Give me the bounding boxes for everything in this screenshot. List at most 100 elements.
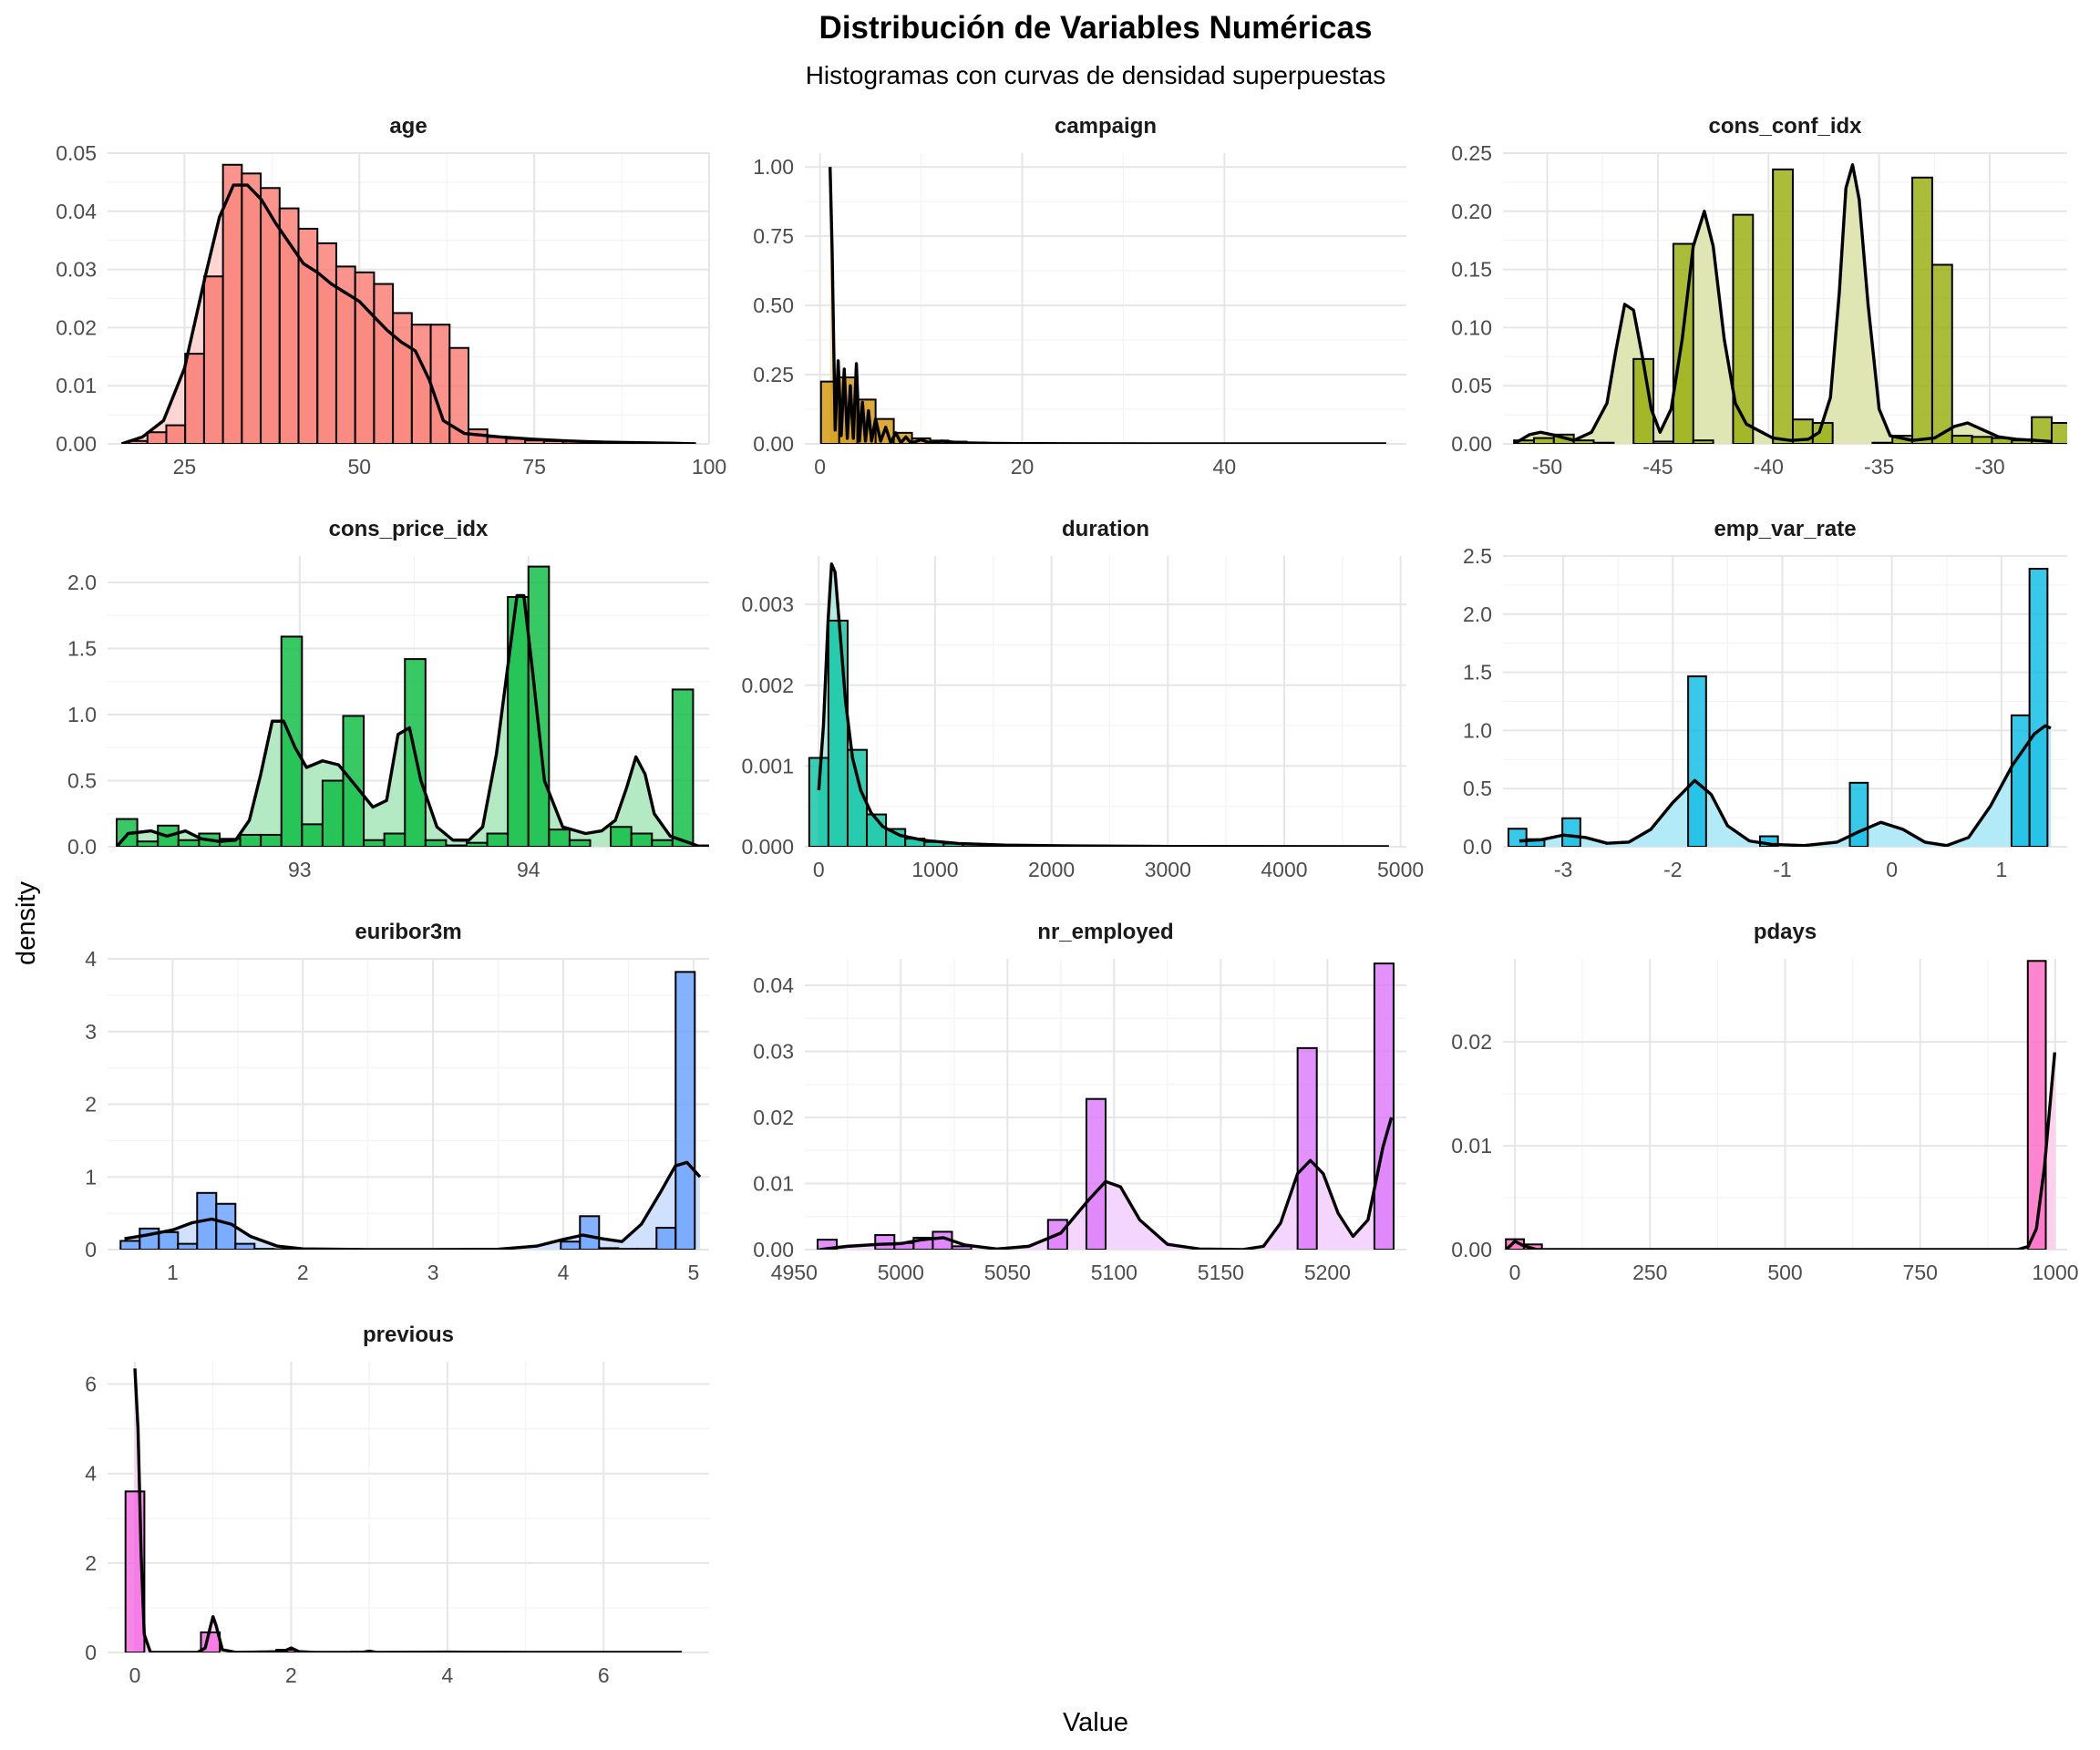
- histogram-bar: [1572, 439, 1595, 444]
- x-tick-label: 5150: [1198, 1261, 1244, 1284]
- histogram-bar: [465, 841, 489, 847]
- histogram-bar: [424, 839, 448, 847]
- y-tick-label: 0.02: [56, 315, 97, 339]
- histogram-bar: [202, 275, 224, 444]
- grid-emp-var-rate: [1503, 555, 2067, 848]
- y-tick-label: 0.15: [1451, 258, 1492, 282]
- x-tick-label: 5000: [1377, 858, 1424, 881]
- y-tick-label: 0.0: [1463, 835, 1492, 859]
- grid-duration: [805, 556, 1406, 848]
- x-tick-label: 94: [517, 858, 540, 881]
- y-tick-label: 1.5: [67, 637, 97, 661]
- histogram-bar: [2010, 714, 2031, 847]
- histogram-bar: [817, 1239, 839, 1250]
- panel-cons-price-idx: cons_price_idx 0.0 0.5 1.0 1.5 2.0 93 94: [67, 517, 709, 881]
- y-tick-label: 1.0: [67, 703, 97, 726]
- histogram-bar: [301, 823, 324, 847]
- y-tick-label: 2: [85, 1551, 97, 1575]
- panel-title-duration: duration: [1062, 517, 1149, 541]
- plot-area-previous: [124, 1368, 682, 1652]
- x-tick-label: -50: [1532, 455, 1562, 479]
- grid-previous: [108, 1362, 709, 1653]
- panel-title-emp-var-rate: emp_var_rate: [1714, 517, 1856, 541]
- panel-title-previous: previous: [363, 1323, 454, 1347]
- histogram-bar: [1296, 1046, 1318, 1250]
- histogram-bar: [1085, 1097, 1107, 1250]
- histogram-bar: [692, 844, 709, 847]
- histogram-bar: [410, 324, 432, 444]
- y-tick-label: 0.5: [1463, 777, 1492, 800]
- x-tick-label: 500: [1767, 1261, 1802, 1284]
- bars-age: [128, 163, 696, 444]
- histogram-bar: [827, 619, 849, 847]
- density-curve-euribor3m: [124, 1160, 702, 1250]
- histogram-bar: [2028, 568, 2049, 847]
- panel-euribor3m: euribor3m 0 1 2 3 4 1 2 3 4 5: [85, 920, 709, 1284]
- y-tick-label: 0.03: [753, 1040, 794, 1064]
- density-area-euribor3m: [124, 1162, 701, 1250]
- figure-title: Distribución de Variables Numéricas: [819, 10, 1373, 46]
- y-tick-label: 0.01: [753, 1172, 794, 1196]
- plot-area-age: [120, 163, 696, 444]
- histogram-bar: [610, 826, 633, 847]
- x-tick-label: 2: [297, 1261, 309, 1284]
- histogram-bar: [1687, 675, 1707, 847]
- y-tick-label: 0.75: [753, 224, 794, 248]
- histogram-bar: [448, 346, 470, 444]
- x-tick-label: 1000: [2032, 1261, 2078, 1284]
- histogram-bar: [1692, 439, 1714, 444]
- y-tick-label: 1: [85, 1165, 97, 1189]
- y-tick-label: 0.10: [1451, 315, 1492, 339]
- x-tick-label: 5200: [1304, 1261, 1351, 1284]
- y-tick-label: 0.01: [1451, 1134, 1492, 1158]
- plot-area-emp-var-rate: [1508, 568, 2052, 847]
- y-tick-label: 0.05: [56, 141, 97, 165]
- histogram-bar: [158, 1230, 180, 1250]
- plot-area-pdays: [1505, 960, 2057, 1250]
- histogram-bar: [486, 832, 510, 847]
- histogram-bar: [146, 431, 168, 444]
- x-tick-label: 0: [1509, 1261, 1521, 1284]
- y-tick-label: 0.25: [753, 363, 794, 386]
- y-tick-label: 4: [85, 947, 97, 971]
- x-tick-label: 3: [427, 1261, 439, 1284]
- y-tick-label: 2.0: [1463, 602, 1492, 626]
- panel-title-euribor3m: euribor3m: [355, 920, 461, 944]
- y-tick-label: 0: [85, 1238, 97, 1261]
- density-curve-previous: [133, 1368, 682, 1652]
- x-tick-label: -35: [1864, 455, 1894, 479]
- x-tick-label: -45: [1642, 455, 1673, 479]
- panel-campaign: campaign 0.00 0.25 0.50 0.75 1.00 0 20 40: [753, 114, 1406, 479]
- x-tick-label: 50: [347, 455, 371, 479]
- histogram-bar: [234, 1242, 256, 1250]
- histogram-bar: [184, 353, 205, 444]
- histogram-bar: [874, 1234, 896, 1250]
- x-tick-label: -40: [1754, 455, 1784, 479]
- panel-duration: duration 0.000 0.001 0.002 0.003 0 1000 2000 300…: [741, 517, 1424, 881]
- y-tick-label: 0.00: [753, 432, 794, 456]
- density-area-emp-var-rate: [1519, 726, 2051, 847]
- x-tick-label: 5050: [984, 1261, 1031, 1284]
- histogram-bar: [548, 829, 571, 847]
- histogram-bar: [354, 271, 376, 444]
- x-tick-label: 75: [522, 455, 546, 479]
- histogram-bar: [165, 424, 187, 444]
- histogram-bar: [239, 833, 262, 847]
- histogram-bar: [1930, 263, 1953, 444]
- y-tick-label: 0.05: [1451, 374, 1492, 397]
- panel-title-cons-conf-idx: cons_conf_idx: [1708, 114, 1862, 139]
- density-curve-cons-price-idx: [115, 593, 701, 847]
- histogram-bar: [2026, 960, 2047, 1250]
- panel-nr-employed: nr_employed 0.00 0.01 0.02 0.03 0.04 4950 5000 5…: [753, 920, 1406, 1284]
- y-tick-label: 0.000: [741, 835, 794, 859]
- histogram-bar: [221, 163, 243, 444]
- histogram-bar: [1592, 441, 1615, 444]
- histogram-bar: [445, 844, 468, 847]
- x-tick-label: 0: [129, 1663, 141, 1687]
- y-tick-label: 0.5: [67, 769, 97, 793]
- panel-title-nr-employed: nr_employed: [1037, 920, 1173, 944]
- x-tick-label: 5: [687, 1261, 699, 1284]
- histogram-bar: [1532, 437, 1555, 444]
- figure-subtitle: Histogramas con curvas de densidad super…: [806, 61, 1386, 89]
